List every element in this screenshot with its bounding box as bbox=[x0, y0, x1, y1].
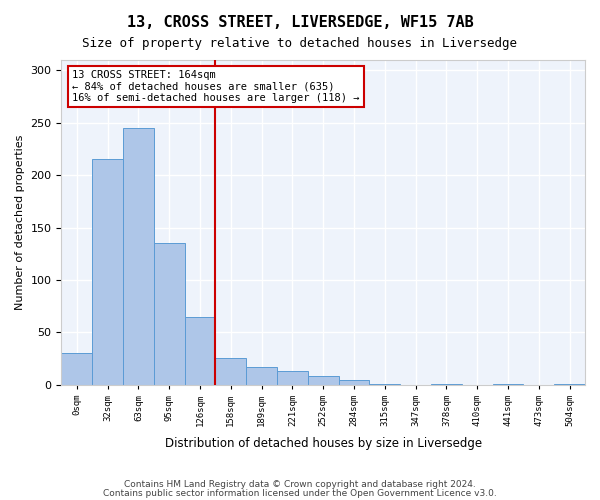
Bar bbox=[123, 128, 154, 384]
X-axis label: Distribution of detached houses by size in Liversedge: Distribution of detached houses by size … bbox=[164, 437, 482, 450]
Bar bbox=[246, 367, 277, 384]
Bar bbox=[92, 160, 123, 384]
Bar bbox=[185, 316, 215, 384]
Text: Size of property relative to detached houses in Liversedge: Size of property relative to detached ho… bbox=[83, 38, 517, 51]
Text: 13 CROSS STREET: 164sqm
← 84% of detached houses are smaller (635)
16% of semi-d: 13 CROSS STREET: 164sqm ← 84% of detache… bbox=[72, 70, 359, 103]
Bar bbox=[215, 358, 246, 384]
Bar bbox=[61, 353, 92, 384]
Y-axis label: Number of detached properties: Number of detached properties bbox=[15, 134, 25, 310]
Text: 13, CROSS STREET, LIVERSEDGE, WF15 7AB: 13, CROSS STREET, LIVERSEDGE, WF15 7AB bbox=[127, 15, 473, 30]
Text: Contains HM Land Registry data © Crown copyright and database right 2024.: Contains HM Land Registry data © Crown c… bbox=[124, 480, 476, 489]
Text: Contains public sector information licensed under the Open Government Licence v3: Contains public sector information licen… bbox=[103, 488, 497, 498]
Bar bbox=[308, 376, 338, 384]
Bar bbox=[277, 371, 308, 384]
Bar bbox=[154, 243, 185, 384]
Bar bbox=[338, 380, 370, 384]
